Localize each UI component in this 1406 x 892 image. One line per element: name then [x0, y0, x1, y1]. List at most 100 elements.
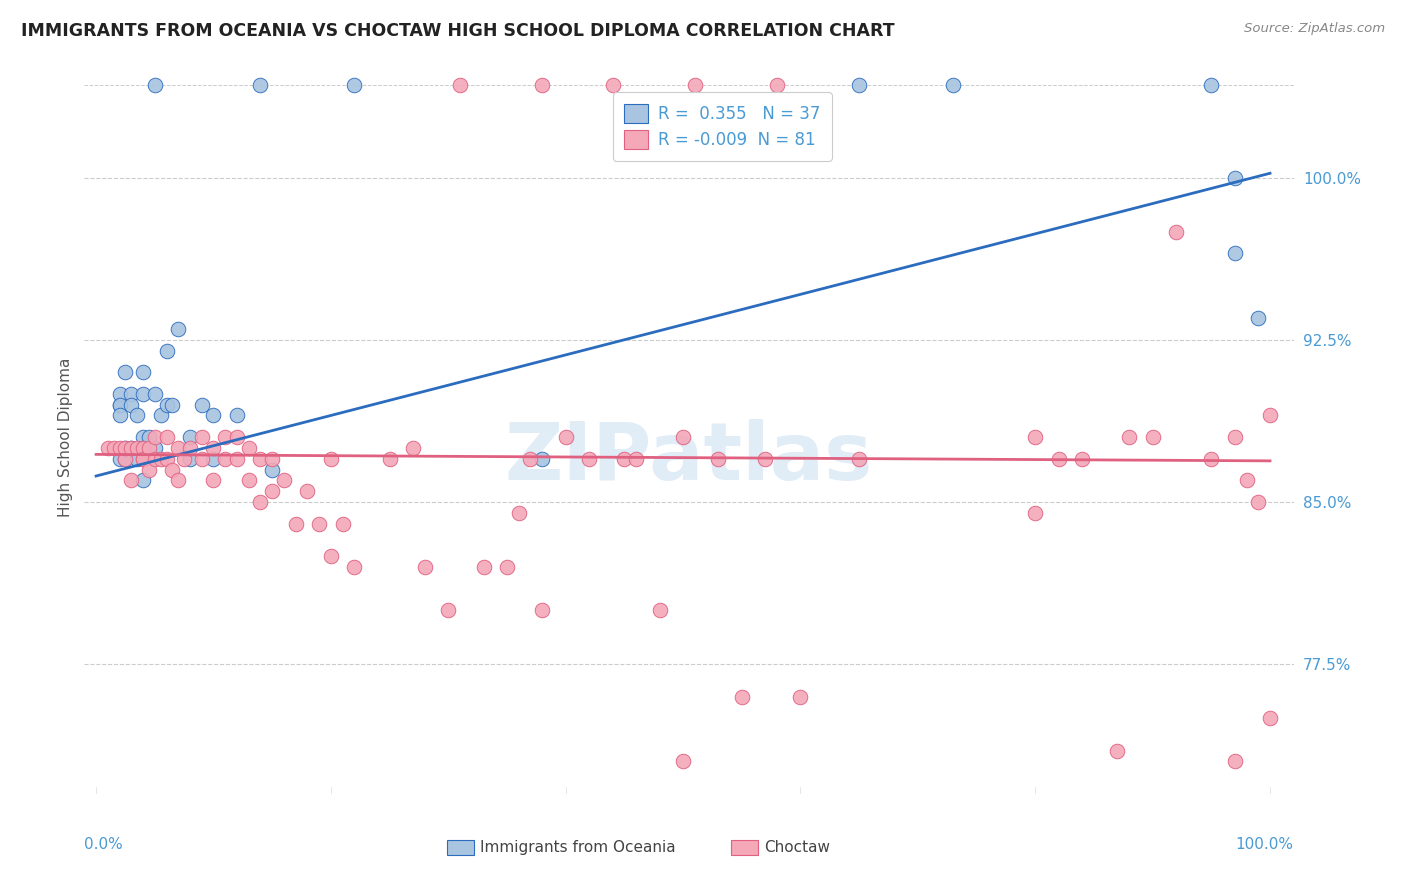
- Point: [249, 495, 271, 509]
- Point: [308, 516, 330, 531]
- Point: [162, 462, 184, 476]
- Point: [1236, 473, 1258, 487]
- Point: [472, 559, 495, 574]
- Point: [155, 451, 177, 466]
- Text: IMMIGRANTS FROM OCEANIA VS CHOCTAW HIGH SCHOOL DIPLOMA CORRELATION CHART: IMMIGRANTS FROM OCEANIA VS CHOCTAW HIGH …: [21, 22, 894, 40]
- Text: 100.0%: 100.0%: [1236, 837, 1294, 852]
- Point: [138, 441, 160, 455]
- Point: [173, 451, 195, 466]
- Point: [114, 441, 136, 455]
- Point: [531, 78, 554, 92]
- Point: [108, 451, 131, 466]
- Point: [1201, 78, 1223, 92]
- Point: [1166, 225, 1188, 239]
- Point: [262, 484, 284, 499]
- Point: [238, 473, 260, 487]
- Point: [114, 441, 136, 455]
- Point: [120, 441, 142, 455]
- Point: [672, 430, 695, 444]
- Point: [214, 430, 236, 444]
- Point: [1258, 409, 1281, 423]
- Point: [249, 451, 271, 466]
- Point: [132, 441, 155, 455]
- Point: [554, 430, 576, 444]
- Point: [519, 451, 541, 466]
- Point: [127, 451, 149, 466]
- Point: [262, 451, 284, 466]
- FancyBboxPatch shape: [731, 840, 758, 855]
- Point: [179, 451, 201, 466]
- Point: [132, 451, 155, 466]
- Point: [754, 451, 776, 466]
- Point: [167, 473, 190, 487]
- Point: [1247, 311, 1270, 326]
- Point: [848, 78, 870, 92]
- Point: [402, 441, 425, 455]
- Point: [103, 441, 125, 455]
- Point: [226, 430, 249, 444]
- Point: [1071, 451, 1094, 466]
- Point: [97, 441, 120, 455]
- Point: [297, 484, 319, 499]
- Point: [108, 398, 131, 412]
- Point: [132, 441, 155, 455]
- Point: [1258, 711, 1281, 725]
- Point: [132, 387, 155, 401]
- Point: [531, 451, 554, 466]
- Point: [108, 409, 131, 423]
- Point: [1047, 451, 1070, 466]
- Point: [108, 398, 131, 412]
- Point: [531, 603, 554, 617]
- Point: [155, 398, 177, 412]
- Point: [683, 78, 706, 92]
- Point: [332, 516, 354, 531]
- Text: Source: ZipAtlas.com: Source: ZipAtlas.com: [1244, 22, 1385, 36]
- Point: [143, 387, 166, 401]
- Point: [707, 451, 730, 466]
- Point: [848, 451, 870, 466]
- Point: [132, 473, 155, 487]
- Point: [202, 451, 225, 466]
- Point: [1201, 451, 1223, 466]
- Point: [190, 398, 212, 412]
- Point: [149, 451, 172, 466]
- Point: [138, 462, 160, 476]
- Y-axis label: High School Diploma: High School Diploma: [58, 358, 73, 516]
- Point: [214, 451, 236, 466]
- Point: [343, 78, 366, 92]
- Point: [190, 451, 212, 466]
- Point: [149, 409, 172, 423]
- Point: [179, 430, 201, 444]
- Point: [114, 451, 136, 466]
- Point: [508, 506, 530, 520]
- Point: [127, 441, 149, 455]
- Text: Choctaw: Choctaw: [763, 840, 830, 855]
- Point: [120, 398, 142, 412]
- Point: [449, 78, 471, 92]
- Point: [766, 78, 789, 92]
- Point: [190, 430, 212, 444]
- Point: [319, 549, 342, 563]
- Point: [578, 451, 600, 466]
- Point: [249, 78, 271, 92]
- Point: [132, 365, 155, 379]
- Point: [602, 78, 624, 92]
- Point: [731, 690, 754, 704]
- Point: [143, 451, 166, 466]
- Point: [789, 690, 811, 704]
- Point: [284, 516, 307, 531]
- Point: [1223, 246, 1246, 260]
- Point: [202, 409, 225, 423]
- Point: [167, 441, 190, 455]
- Point: [1118, 430, 1140, 444]
- Point: [1223, 170, 1246, 185]
- Point: [1107, 744, 1129, 758]
- Point: [120, 441, 142, 455]
- Point: [202, 441, 225, 455]
- Point: [108, 387, 131, 401]
- Point: [226, 451, 249, 466]
- Point: [1024, 430, 1046, 444]
- Point: [613, 451, 636, 466]
- Point: [179, 441, 201, 455]
- Point: [1024, 506, 1046, 520]
